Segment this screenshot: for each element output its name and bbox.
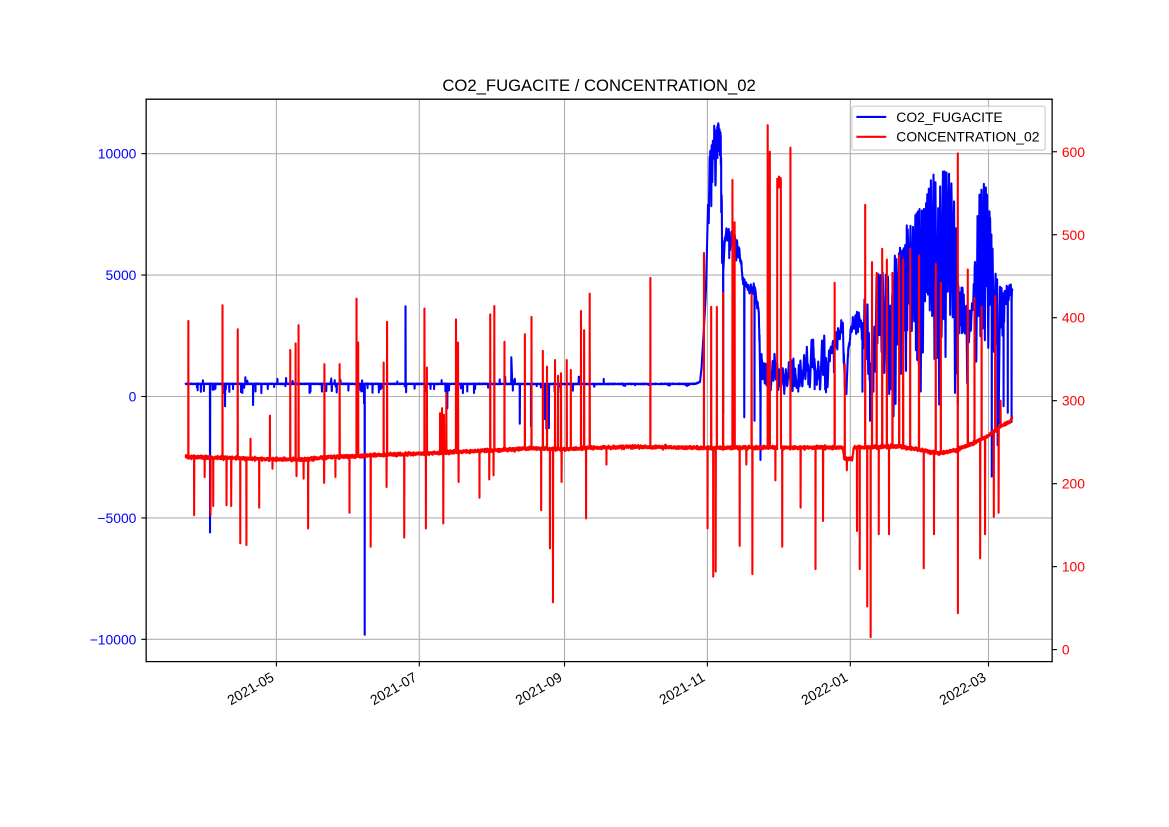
- svg-text:−10000: −10000: [90, 631, 137, 647]
- svg-text:5000: 5000: [106, 267, 137, 283]
- svg-text:−5000: −5000: [97, 510, 136, 526]
- svg-text:CO2_FUGACITE / CONCENTRATION_0: CO2_FUGACITE / CONCENTRATION_02: [442, 76, 755, 95]
- svg-text:600: 600: [1062, 144, 1085, 160]
- svg-text:CONCENTRATION_02: CONCENTRATION_02: [896, 129, 1039, 145]
- svg-text:100: 100: [1062, 559, 1085, 575]
- svg-text:CO2_FUGACITE: CO2_FUGACITE: [896, 109, 1002, 125]
- svg-text:200: 200: [1062, 476, 1085, 492]
- svg-text:0: 0: [129, 389, 137, 405]
- svg-text:10000: 10000: [98, 146, 137, 162]
- svg-text:500: 500: [1062, 227, 1085, 243]
- svg-text:0: 0: [1062, 642, 1070, 658]
- svg-text:400: 400: [1062, 310, 1085, 326]
- svg-text:300: 300: [1062, 393, 1085, 409]
